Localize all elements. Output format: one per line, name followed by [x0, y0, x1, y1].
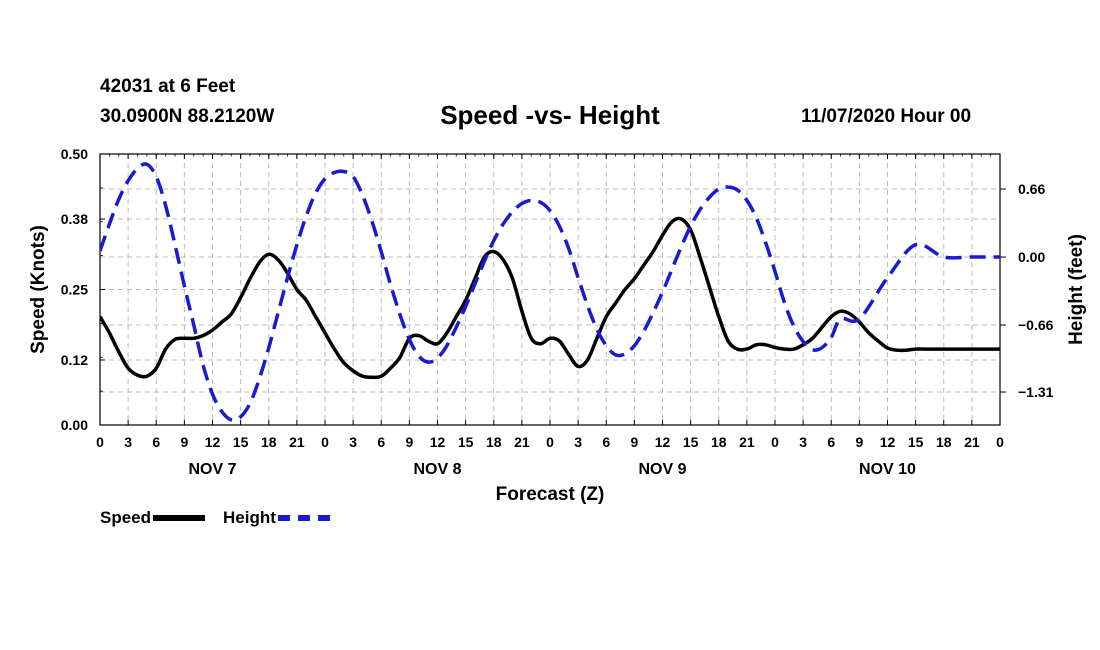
- x-tick-label: 15: [908, 434, 924, 450]
- day-label: NOV 7: [188, 461, 236, 478]
- speed-series-line: [100, 216, 1000, 380]
- x-tick-label: 15: [683, 434, 699, 450]
- x-tick-label: 0: [546, 434, 554, 450]
- x-tick-label: 21: [514, 434, 530, 450]
- x-tick-label: 21: [739, 434, 755, 450]
- legend-speed-swatch: [153, 515, 206, 521]
- x-tick-label: 12: [430, 434, 446, 450]
- y2-tick-label: 0.66: [1018, 181, 1045, 197]
- x-tick-label: 3: [349, 434, 357, 450]
- y-tick-label: 0.38: [61, 211, 88, 227]
- x-tick-label: 9: [855, 434, 863, 450]
- day-label: NOV 8: [413, 461, 461, 478]
- height-series-line: [100, 162, 1000, 422]
- y-tick-label: 0.50: [61, 146, 88, 162]
- y2-tick-label: 0.00: [1018, 249, 1045, 265]
- x-tick-label: 3: [124, 434, 132, 450]
- forecast-datetime: 11/07/2020 Hour 00: [801, 106, 972, 127]
- station-label: 42031 at 6 Feet: [100, 76, 236, 97]
- x-tick-label: 12: [880, 434, 896, 450]
- x-tick-label: 9: [630, 434, 638, 450]
- y2-tick-label: −1.31: [1018, 384, 1054, 400]
- day-label: NOV 10: [859, 461, 916, 478]
- x-tick-label: 18: [261, 434, 277, 450]
- y-tick-label: 0.12: [61, 352, 88, 368]
- x-tick-label: 15: [233, 434, 249, 450]
- x-tick-label: 0: [996, 434, 1004, 450]
- y-axis-label: Speed (Knots): [28, 225, 49, 354]
- x-tick-label: 6: [152, 434, 160, 450]
- x-tick-label: 0: [771, 434, 779, 450]
- x-tick-label: 3: [799, 434, 807, 450]
- x-tick-label: 15: [458, 434, 474, 450]
- x-tick-label: 6: [602, 434, 610, 450]
- x-tick-label: 18: [711, 434, 727, 450]
- x-tick-label: 3: [574, 434, 582, 450]
- y2-axis-label: Height (feet): [1066, 234, 1087, 345]
- chart-title: Speed -vs- Height: [440, 100, 660, 130]
- x-tick-label: 21: [964, 434, 980, 450]
- legend-speed-label: Speed: [100, 508, 152, 527]
- x-tick-label: 0: [321, 434, 329, 450]
- x-tick-label: 9: [405, 434, 413, 450]
- x-tick-label: 9: [180, 434, 188, 450]
- legend: Speed Height: [100, 508, 348, 528]
- day-label: NOV 9: [638, 461, 686, 478]
- x-tick-label: 12: [205, 434, 221, 450]
- coordinates-label: 30.0900N 88.2120W: [100, 106, 275, 127]
- y-tick-label: 0.25: [61, 282, 88, 298]
- y2-tick-label: −0.66: [1018, 317, 1054, 333]
- legend-height-label: Height: [223, 508, 276, 527]
- x-tick-label: 6: [827, 434, 835, 450]
- y-tick-label: 0.00: [61, 417, 88, 433]
- x-tick-label: 21: [289, 434, 305, 450]
- x-tick-label: 12: [655, 434, 671, 450]
- x-tick-label: 6: [377, 434, 385, 450]
- x-tick-label: 18: [936, 434, 952, 450]
- x-tick-label: 18: [486, 434, 502, 450]
- legend-height-swatch: [277, 515, 330, 521]
- x-axis-label: Forecast (Z): [496, 484, 605, 505]
- x-tick-label: 0: [96, 434, 104, 450]
